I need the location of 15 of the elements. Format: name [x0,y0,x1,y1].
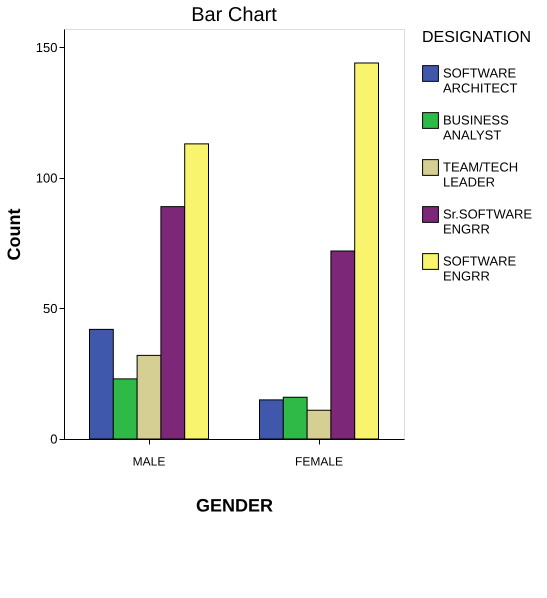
y-tick-label: 150 [36,40,58,55]
legend-label: BUSINESS ANALYST [443,112,510,142]
x-tick-label: MALE [132,454,166,468]
y-axis-title: Count [4,208,24,260]
y-tick-label: 0 [50,432,58,446]
legend-label: SOFTWARE ARCHITECT [443,66,518,96]
x-tick-label: FEMALE [294,454,344,468]
x-axis-title: GENDER [196,496,274,516]
legend-title: DESIGNATION [422,29,532,46]
chart-title: Bar Chart [191,4,278,26]
legend-label: TEAM/TECH LEADER [443,160,518,190]
legend-label: Sr.SOFTWARE ENGRR [443,206,532,236]
y-tick-label: 50 [43,300,58,316]
legend-label: SOFTWARE ENGRR [443,254,517,284]
y-tick-label: 100 [36,170,58,186]
